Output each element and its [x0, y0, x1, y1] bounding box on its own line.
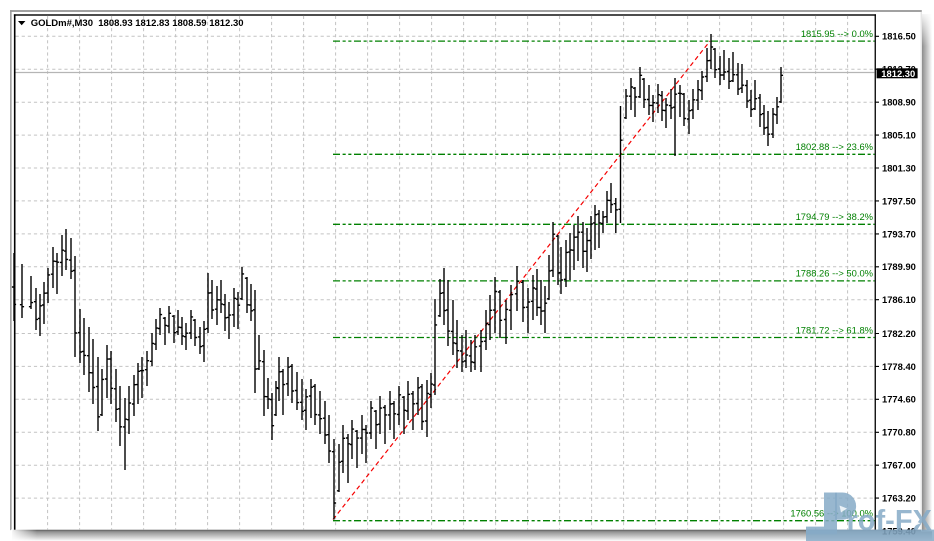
- svg-text:1781.72 --> 61.8%: 1781.72 --> 61.8%: [796, 324, 873, 335]
- svg-text:1801.30: 1801.30: [882, 162, 916, 173]
- svg-text:1816.50: 1816.50: [882, 31, 916, 42]
- svg-text:rof-FX: rof-FX: [847, 505, 933, 537]
- svg-text:1767.00: 1767.00: [882, 460, 916, 471]
- svg-text:1770.80: 1770.80: [882, 427, 916, 438]
- svg-text:1812.30: 1812.30: [881, 68, 915, 79]
- svg-text:1805.10: 1805.10: [882, 130, 916, 141]
- svg-text:1778.40: 1778.40: [882, 361, 916, 372]
- svg-text:1789.90: 1789.90: [882, 261, 916, 272]
- svg-text:1794.79 --> 38.2%: 1794.79 --> 38.2%: [796, 211, 873, 222]
- svg-text:1763.20: 1763.20: [882, 493, 916, 504]
- svg-text:1793.70: 1793.70: [882, 228, 916, 239]
- svg-text:GOLDm#,M30 1808.93 1812.83 18: GOLDm#,M30 1808.93 1812.83 1808.59 1812.…: [31, 18, 244, 29]
- svg-text:1786.10: 1786.10: [882, 294, 916, 305]
- svg-text:1802.88 --> 23.6%: 1802.88 --> 23.6%: [796, 141, 873, 152]
- svg-text:1788.26 --> 50.0%: 1788.26 --> 50.0%: [796, 268, 873, 279]
- svg-text:1782.20: 1782.20: [882, 328, 916, 339]
- svg-text:1815.95 --> 0.0%: 1815.95 --> 0.0%: [801, 28, 873, 39]
- svg-text:1797.50: 1797.50: [882, 195, 916, 206]
- svg-text:1808.90: 1808.90: [882, 97, 916, 108]
- svg-text:1774.60: 1774.60: [882, 394, 916, 405]
